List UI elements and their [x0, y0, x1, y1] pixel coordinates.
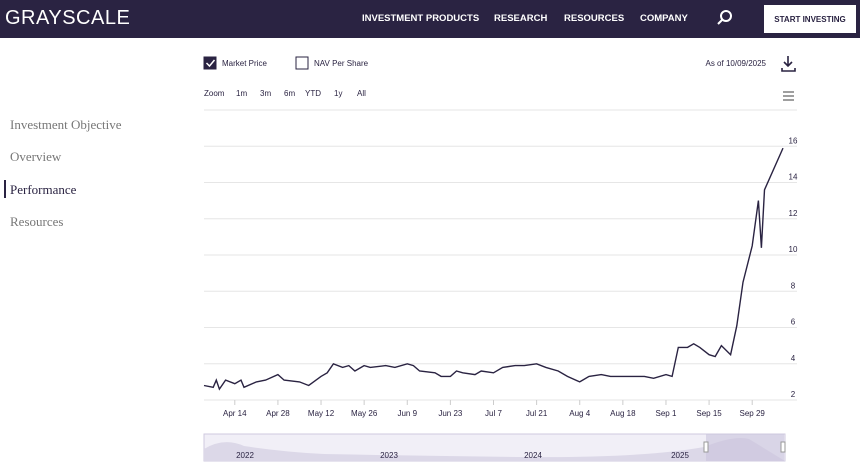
range-button[interactable]: 6m	[284, 89, 295, 98]
navigator-year: 2024	[524, 451, 542, 460]
menu-icon[interactable]	[783, 91, 794, 101]
nav-link[interactable]: RESEARCH	[494, 13, 548, 24]
price-line	[203, 147, 784, 391]
navigator-handle[interactable]	[780, 441, 786, 453]
x-tick-label: Jul 21	[526, 409, 548, 418]
sidebar-link[interactable]: Performance	[10, 181, 77, 197]
x-tick-label: May 12	[308, 409, 335, 418]
x-tick-label: Sep 29	[740, 409, 766, 418]
x-tick-label: Sep 15	[696, 409, 722, 418]
checkbox[interactable]	[295, 56, 309, 70]
x-tick-label: Apr 28	[266, 409, 290, 418]
active-indicator	[4, 180, 6, 198]
y-tick-label: 10	[789, 245, 798, 254]
navigator-year: 2023	[380, 451, 398, 460]
search-icon[interactable]	[0, 0, 860, 38]
zoom-label: Zoom	[204, 89, 225, 98]
navigator-window[interactable]	[706, 434, 784, 461]
x-tick-label: Aug 18	[610, 409, 636, 418]
sidebar-link[interactable]: Investment Objective	[10, 117, 122, 132]
y-tick-label: 16	[789, 136, 798, 145]
checkbox-label: NAV Per Share	[314, 59, 369, 68]
download-icon[interactable]	[781, 56, 796, 72]
y-tick-label: 8	[791, 281, 796, 290]
range-button[interactable]: All	[357, 89, 366, 98]
nav-link[interactable]: RESOURCES	[564, 13, 625, 24]
y-tick-label: 6	[791, 318, 796, 327]
y-tick-label: 4	[791, 354, 796, 363]
x-tick-label: Sep 1	[656, 409, 677, 418]
sidebar-link[interactable]: Resources	[10, 213, 64, 229]
nav-link[interactable]: COMPANY	[640, 13, 688, 24]
navigator-handle[interactable]	[703, 441, 709, 453]
x-tick-label: Jun 23	[438, 409, 463, 418]
navigator-year: 2025	[671, 451, 689, 460]
x-tick-label: Jul 7	[485, 409, 502, 418]
sidebar-link[interactable]: Overview	[10, 149, 62, 165]
cta-button[interactable]: START INVESTING	[764, 5, 856, 33]
y-tick-label: 14	[789, 173, 798, 182]
logo[interactable]: GRAYSCALE	[5, 7, 131, 29]
x-tick-label: May 26	[351, 409, 378, 418]
range-button[interactable]: 1m	[236, 89, 247, 98]
range-button[interactable]: 3m	[260, 89, 271, 98]
check-mark	[205, 59, 216, 68]
range-button[interactable]: YTD	[305, 89, 321, 98]
nav-link[interactable]: INVESTMENT PRODUCTS	[362, 13, 480, 24]
x-tick-label: Jun 9	[397, 409, 417, 418]
x-tick-label: Aug 4	[569, 409, 590, 418]
y-tick-label: 12	[789, 209, 798, 218]
checkbox-label: Market Price	[222, 59, 267, 68]
as-of-date: As of 10/09/2025	[706, 59, 767, 68]
checkbox[interactable]	[203, 56, 217, 70]
range-button[interactable]: 1y	[334, 89, 342, 98]
header: GRAYSCALE INVESTMENT PRODUCTS RESEARCH R…	[0, 0, 860, 38]
x-tick-label: Apr 14	[223, 409, 247, 418]
y-tick-label: 2	[791, 390, 796, 399]
navigator-year: 2022	[236, 451, 254, 460]
navigator-area	[204, 438, 785, 461]
